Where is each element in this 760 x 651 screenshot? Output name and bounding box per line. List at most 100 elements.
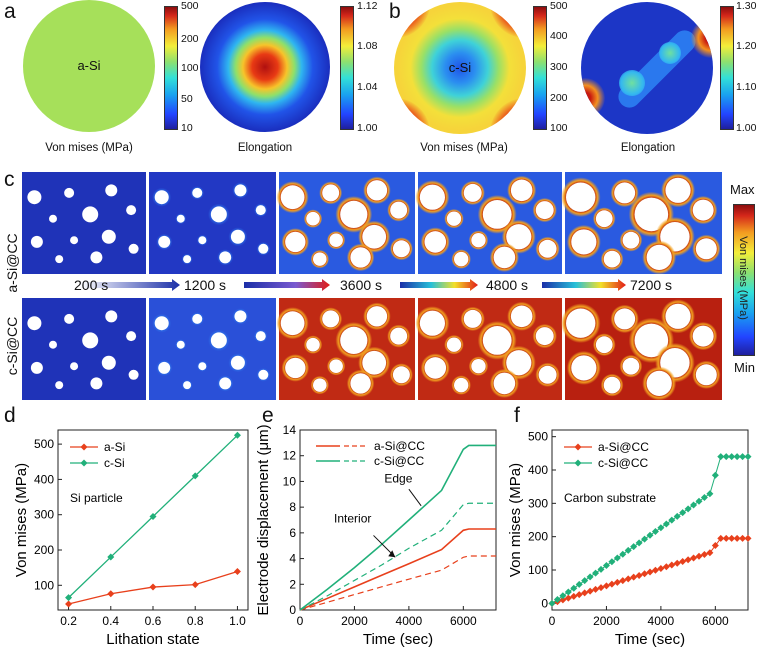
si-particle <box>535 201 554 220</box>
si-particle <box>392 366 410 384</box>
plot-frame <box>57 429 249 611</box>
time-label-1200s: 1200 s <box>184 277 227 293</box>
si-particle <box>82 332 99 349</box>
si-particle <box>154 316 169 331</box>
arrow-head <box>388 550 396 558</box>
x-axis-label: Time (sec) <box>615 631 685 648</box>
chart-annotation: Carbon substrate <box>564 491 656 505</box>
data-point-a-Si@CC <box>651 566 659 574</box>
si-particle <box>219 377 232 390</box>
si-particle <box>210 332 227 349</box>
si-particle <box>695 238 717 260</box>
data-point-c-Si@CC <box>657 524 665 532</box>
series-line-c-Si@CC <box>299 444 496 611</box>
data-point-c-Si@CC <box>602 562 610 570</box>
si-particle <box>258 243 269 254</box>
y-tick-label: 12 <box>283 449 297 463</box>
si-particle <box>90 377 103 390</box>
b-right-tick: 1.10 <box>736 81 757 93</box>
a-si-elongation-circle <box>200 2 330 132</box>
si-particle <box>506 350 532 376</box>
data-point-a-Si@CC <box>673 559 681 567</box>
data-point-a-Si@CC <box>597 584 605 592</box>
chart-e: 0 2000 4000 6000 0 2 4 6 8 10 12 14 Time (sec) Electr… <box>255 423 497 648</box>
data-point-a-Si@CC <box>690 554 698 562</box>
si-particle <box>105 310 118 323</box>
si-particle <box>329 233 343 247</box>
data-point-c-Si@CC <box>592 569 600 577</box>
c-colorbar-label: Von mises (MPa) <box>737 236 749 320</box>
si-particle <box>595 210 613 228</box>
x-tick-label: 0 <box>297 614 304 628</box>
si-particle <box>90 251 103 264</box>
panel-label-d: d <box>4 404 16 427</box>
time-arrow-2 <box>244 279 330 291</box>
plot-frame <box>299 429 497 611</box>
frame-c-200s <box>22 298 146 400</box>
si-particle <box>362 224 387 249</box>
si-particle <box>538 365 557 384</box>
x-tick-label: 0 <box>549 614 556 628</box>
c-colorbar-max: Max <box>730 182 755 197</box>
a-left-tick: 200 <box>181 33 199 45</box>
si-particle <box>692 325 714 347</box>
data-point-a-Si@CC <box>695 552 703 560</box>
y-tick-label: 8 <box>289 500 296 514</box>
panel-label-e: e <box>262 404 274 427</box>
data-point-a-Si@CC <box>602 582 610 590</box>
si-particle <box>313 252 327 266</box>
x-tick-label: 6000 <box>702 614 729 628</box>
time-label-200s: 200 s <box>74 277 109 293</box>
c-si-vonmises-circle: c-Si <box>394 2 526 134</box>
plot-frame <box>551 429 749 611</box>
si-particle <box>285 357 306 379</box>
si-particle <box>82 206 99 223</box>
data-point-c-Si@CC <box>684 505 692 513</box>
annotation-interior: Interior <box>334 512 371 526</box>
data-point-a-Si@CC <box>559 596 567 604</box>
legend-label: a-Si <box>104 440 125 454</box>
si-particle <box>70 362 79 371</box>
x-tick-label: 0.2 <box>60 614 77 628</box>
si-particle <box>219 251 232 264</box>
simulation-frames <box>22 172 722 400</box>
si-particle <box>234 310 247 323</box>
a-left-tick: 500 <box>181 0 199 12</box>
x-tick-label: 0.6 <box>145 614 162 628</box>
si-particle <box>230 229 245 244</box>
frame-a-200s <box>22 172 146 274</box>
si-particle <box>622 231 640 249</box>
c-si-circle-label: c-Si <box>448 60 472 75</box>
a-right-tick: 1.00 <box>357 122 378 134</box>
si-particle <box>27 190 42 205</box>
a-left-caption: Von mises (MPa) <box>45 142 133 154</box>
y-tick-label: 4 <box>289 552 296 566</box>
data-point-a-Si@CC <box>662 563 670 571</box>
si-particle <box>595 336 613 354</box>
si-particle <box>64 187 75 198</box>
data-point-a-Si@CC <box>717 534 725 542</box>
data-point-c-Si@CC <box>570 584 578 592</box>
si-particle <box>183 255 192 264</box>
data-point-a-Si <box>191 581 199 589</box>
si-particle <box>634 197 669 232</box>
x-tick-label: 0.8 <box>187 614 204 628</box>
c-colorbar <box>733 204 755 356</box>
y-tick-label: 0 <box>289 603 296 617</box>
y-tick-label: 200 <box>34 543 54 557</box>
si-particle <box>603 250 621 268</box>
si-particle <box>70 236 79 245</box>
si-particle <box>535 327 554 346</box>
data-point-a-Si@CC <box>739 534 747 542</box>
si-particle <box>192 313 203 324</box>
data-point-c-Si@CC <box>706 490 714 498</box>
time-arrow-3 <box>400 279 478 291</box>
y-tick-label: 300 <box>34 508 54 522</box>
data-point-c-Si@CC <box>624 546 632 554</box>
si-particle <box>538 239 557 258</box>
data-point-c-Si@CC <box>553 596 561 604</box>
data-point-c-Si@CC <box>630 543 638 551</box>
data-point-a-Si@CC <box>630 573 638 581</box>
legend-marker <box>574 443 582 451</box>
si-particle <box>176 214 185 223</box>
